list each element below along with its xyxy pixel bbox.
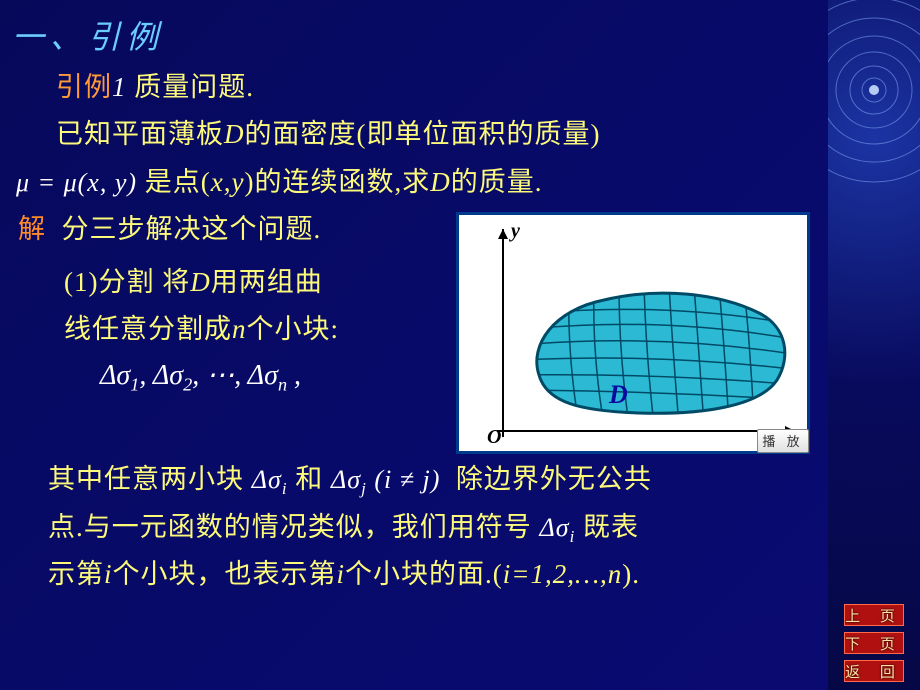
back-button[interactable]: 返 回 bbox=[844, 660, 904, 682]
cont-post: 的质量. bbox=[451, 167, 543, 197]
given-pre: 已知平面薄板 bbox=[56, 119, 224, 149]
b3d: ). bbox=[622, 559, 640, 589]
slide-main: 一、引例 引例1 质量问题. 已知平面薄板D的面密度(即单位面积的质量) μ =… bbox=[0, 0, 828, 690]
seq: i=1,2,…,n bbox=[503, 559, 622, 589]
mu-line: μ = μ(x, y) 是点(x,y)的连续函数,求D的质量. bbox=[16, 159, 820, 206]
play-button[interactable]: 播 放 bbox=[757, 429, 809, 453]
b3c: 个小块的面.( bbox=[345, 559, 503, 589]
section-heading: 一、引例 bbox=[12, 12, 820, 58]
answer-text: 分三步解决这个问题. bbox=[62, 214, 322, 244]
prev-page-button[interactable]: 上 页 bbox=[844, 604, 904, 626]
next-page-button[interactable]: 下 页 bbox=[844, 632, 904, 654]
bottom-line-2: 点.与一元函数的情况类似，我们用符号 Δσi 既表 bbox=[48, 504, 820, 552]
b3b: 个小块，也表示第 bbox=[113, 559, 337, 589]
region-label: D bbox=[608, 380, 628, 409]
given-post: 的面密度(即单位面积的质量) bbox=[245, 119, 601, 149]
cont-mid: )的连续函数,求 bbox=[245, 167, 431, 197]
answer-line: 解 分三步解决这个问题. bbox=[18, 206, 452, 253]
sidebar: 上 页 下 页 返 回 bbox=[828, 0, 920, 690]
var-n: n bbox=[232, 314, 247, 344]
var-i-2: i bbox=[337, 559, 346, 589]
bottom-paragraph: 其中任意两小块 Δσi 和 Δσj (i ≠ j) 除边界外无公共 点.与一元函… bbox=[48, 456, 820, 599]
var-D-2: D bbox=[430, 167, 451, 197]
example1-title-line: 引例1 质量问题. bbox=[56, 64, 820, 111]
step1-line1: (1)分割 将D用两组曲 bbox=[64, 259, 452, 306]
answer-label: 解 bbox=[18, 214, 46, 244]
var-D-3: D bbox=[190, 267, 211, 297]
b3a: 示第 bbox=[48, 559, 104, 589]
b1a: 其中任意两小块 bbox=[48, 464, 244, 494]
and-text: 和 bbox=[295, 464, 323, 494]
b2t: 既表 bbox=[583, 512, 639, 542]
var-D: D bbox=[224, 119, 245, 149]
cont-pre: 是点( bbox=[137, 167, 211, 197]
step1-mid: 用两组曲 bbox=[211, 267, 323, 297]
step1-l2-pre: 线任意分割成 bbox=[64, 314, 232, 344]
bottom-line-3: 示第i个小块，也表示第i个小块的面.(i=1,2,…,n). bbox=[48, 551, 820, 598]
var-i: i bbox=[104, 559, 113, 589]
y-axis-arrow bbox=[498, 229, 508, 239]
given-line: 已知平面薄板D的面密度(即单位面积的质量) bbox=[56, 111, 820, 158]
example-title: 质量问题. bbox=[127, 72, 255, 102]
formula-mu: μ = μ(x, y) bbox=[16, 168, 137, 197]
step1-pre: (1)分割 将 bbox=[64, 267, 190, 297]
b2: 点.与一元函数的情况类似，我们用符号 bbox=[48, 512, 532, 542]
example-number: 1 bbox=[112, 72, 127, 102]
example-label: 引例 bbox=[56, 72, 112, 102]
b1b: 除边界外无公共 bbox=[456, 464, 652, 494]
var-xy: x,y bbox=[211, 167, 245, 197]
step1-l2-post: 个小块: bbox=[247, 314, 340, 344]
figure-svg: D O x y bbox=[459, 215, 813, 457]
step1-line2: 线任意分割成n个小块: bbox=[64, 306, 452, 353]
figure-region-D: D O x y 播 放 bbox=[456, 212, 810, 454]
origin-label: O bbox=[487, 426, 501, 448]
bottom-line-1: 其中任意两小块 Δσi 和 Δσj (i ≠ j) 除边界外无公共 bbox=[48, 456, 820, 504]
ripple-decoration bbox=[828, 0, 920, 340]
answer-row: 解 分三步解决这个问题. (1)分割 将D用两组曲 线任意分割成n个小块: Δσ… bbox=[8, 206, 820, 454]
sigma-list: Δσ1, Δσ2, ⋯, Δσn , bbox=[100, 358, 452, 396]
answer-text-col: 解 分三步解决这个问题. (1)分割 将D用两组曲 线任意分割成n个小块: Δσ… bbox=[8, 206, 452, 395]
y-axis-label: y bbox=[509, 220, 520, 242]
